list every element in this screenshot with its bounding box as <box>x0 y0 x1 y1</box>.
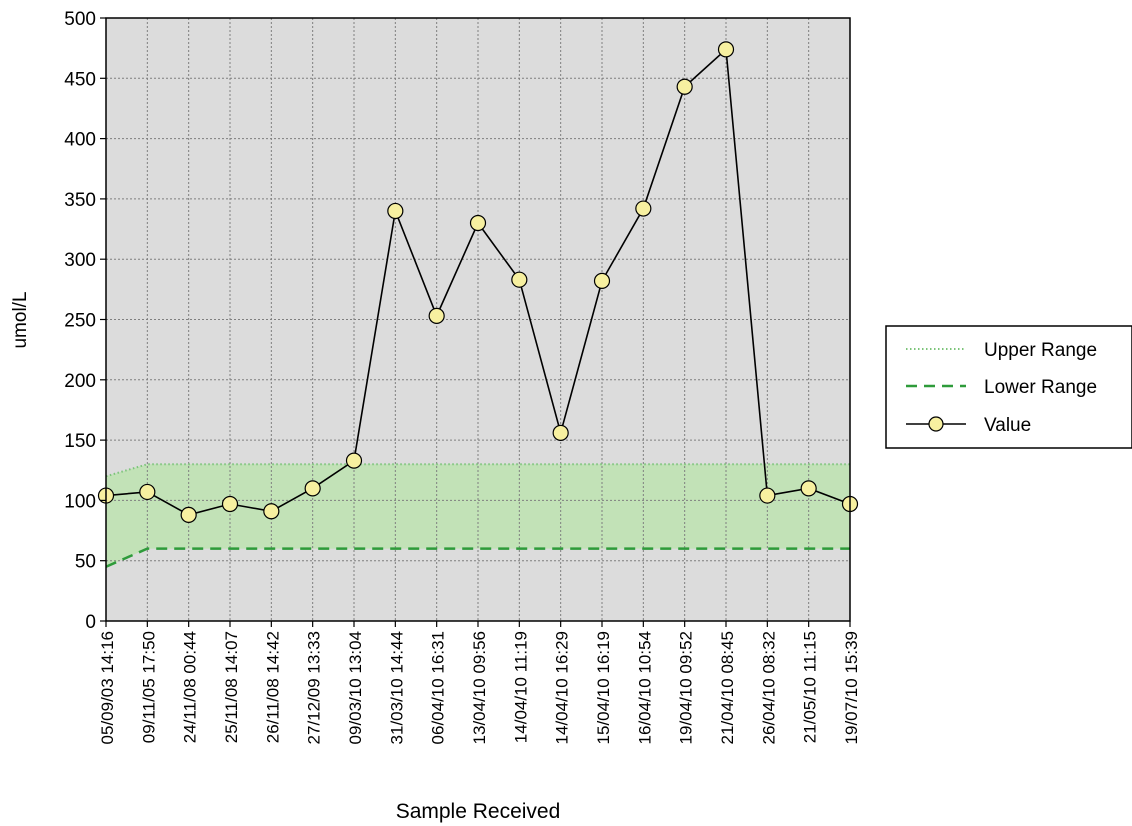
value-point <box>759 487 776 504</box>
x-tick-label: 21/04/10 08:45 <box>718 631 737 744</box>
value-point <box>800 480 817 497</box>
y-tick-label: 0 <box>85 612 96 633</box>
value-point <box>717 41 735 58</box>
y-axis: 0 50 100 150 200 250 300 350 400 450 500 <box>64 9 106 633</box>
x-tick-label: 15/04/10 16:19 <box>594 631 613 744</box>
grid <box>106 18 850 621</box>
y-tick-label: 400 <box>64 130 96 151</box>
y-tick-label: 300 <box>64 250 96 271</box>
x-tick-label: 24/11/08 00:44 <box>181 631 200 743</box>
value-point <box>345 452 363 469</box>
x-tick-label: 19/07/10 15:39 <box>842 631 861 744</box>
value-point <box>387 202 404 220</box>
legend: Upper Range Lower Range Value <box>885 325 1132 449</box>
y-tick-label: 200 <box>64 371 96 392</box>
x-tick-label: 27/12/09 13:33 <box>305 631 324 744</box>
value-point <box>469 214 487 232</box>
x-tick-label: 09/03/10 13:04 <box>346 631 365 744</box>
x-tick-label: 09/11/05 17:50 <box>139 631 158 743</box>
x-tick-label: 26/11/08 14:42 <box>263 631 282 743</box>
value-point <box>263 503 280 520</box>
y-tick-label: 250 <box>64 311 96 332</box>
x-axis-label: Sample Received <box>396 800 561 823</box>
x-tick-label: 25/11/08 14:07 <box>222 631 241 743</box>
legend-label-value: Value <box>984 415 1031 436</box>
value-point <box>304 480 321 497</box>
lower-range-polyline <box>105 547 850 568</box>
legend-marker-value <box>928 416 944 432</box>
x-tick-label: 14/04/10 16:29 <box>553 631 572 744</box>
y-tick-label: 450 <box>64 69 96 90</box>
value-series <box>97 41 859 523</box>
x-axis: 05/09/03 14:16 09/11/05 17:50 24/11/08 00:… <box>98 621 861 744</box>
x-tick-label: 14/04/10 11:19 <box>511 631 530 743</box>
y-tick-label: 500 <box>64 9 96 30</box>
legend-label-upper-range: Upper Range <box>984 340 1097 361</box>
value-point <box>221 495 239 513</box>
y-tick-label: 50 <box>75 552 96 573</box>
y-tick-label: 150 <box>64 431 96 452</box>
x-tick-label: 21/05/10 11:15 <box>801 631 820 743</box>
value-point <box>635 200 652 217</box>
value-point <box>511 271 528 288</box>
value-point <box>180 506 197 523</box>
x-tick-label: 13/04/10 09:56 <box>470 631 489 744</box>
lower-range-line <box>105 547 850 568</box>
value-point <box>139 483 156 501</box>
value-point <box>676 78 693 95</box>
y-tick-label: 350 <box>64 190 96 211</box>
value-point <box>428 307 445 324</box>
y-axis-label: umol/L <box>10 291 31 348</box>
x-tick-label: 05/09/03 14:16 <box>98 631 117 744</box>
legend-label-lower-range: Lower Range <box>984 377 1097 398</box>
x-tick-label: 16/04/10 10:54 <box>635 631 654 744</box>
y-tick-label: 100 <box>64 491 96 512</box>
x-tick-label: 31/03/10 14:44 <box>387 631 406 744</box>
x-tick-label: 19/04/10 09:52 <box>677 631 696 744</box>
value-point <box>552 424 569 441</box>
x-tick-label: 26/04/10 08:32 <box>759 631 778 744</box>
value-point <box>593 272 611 290</box>
x-tick-label: 06/04/10 16:31 <box>429 631 448 744</box>
